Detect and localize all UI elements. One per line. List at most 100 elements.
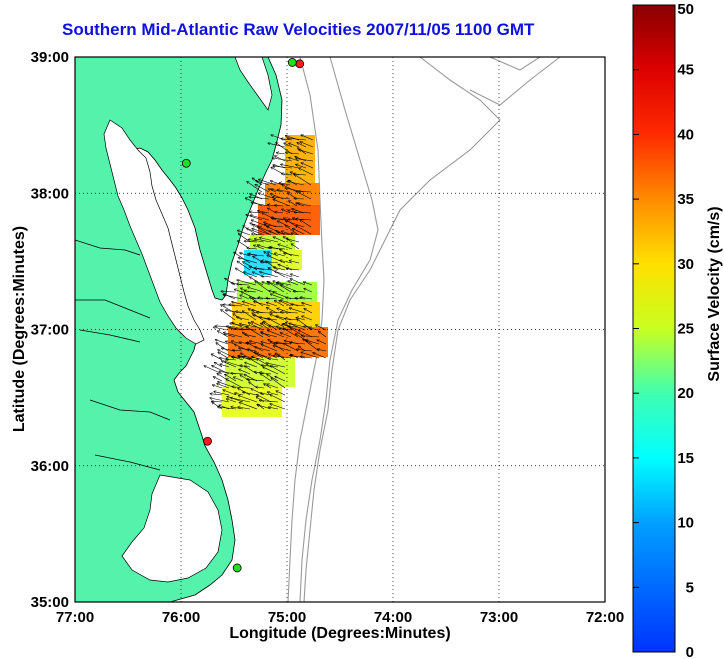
velocity-vector <box>232 387 251 388</box>
velocity-vector <box>296 226 312 235</box>
velocity-vector <box>242 311 257 321</box>
plot-frame <box>74 56 606 603</box>
velocity-vector <box>276 143 293 155</box>
y-tick-label: 37:00 <box>31 322 69 339</box>
velocity-vector <box>261 342 271 345</box>
velocity-vector <box>285 221 305 228</box>
velocity-vector <box>255 347 271 352</box>
velocity-vector <box>286 239 300 243</box>
velocity-vector <box>270 395 286 403</box>
velocity-vector <box>219 405 230 410</box>
velocity-vector <box>277 190 291 193</box>
velocity-vector <box>296 318 306 321</box>
velocity-vector <box>281 139 293 140</box>
velocity-vector <box>300 357 313 358</box>
velocity-vector <box>317 349 327 352</box>
velocity-vector <box>291 233 300 236</box>
velocity-vector <box>303 339 320 352</box>
velocity-vector <box>309 328 320 331</box>
velocity-vector <box>257 395 272 403</box>
grid-lines <box>75 57 605 602</box>
velocity-vector <box>267 281 285 293</box>
velocity-vector <box>240 295 250 300</box>
velocity-vector <box>221 310 236 321</box>
velocity-vector <box>272 218 291 221</box>
velocity-vector <box>304 288 313 293</box>
velocity-vector <box>226 310 243 314</box>
velocity-vector <box>231 398 251 403</box>
velocity-vector <box>246 215 263 221</box>
delaware-bay <box>234 57 273 111</box>
velocity-vector <box>235 344 250 352</box>
velocity-vector <box>277 153 286 154</box>
map-title: Southern Mid-Atlantic Raw Velocities 200… <box>62 20 535 39</box>
velocity-vector <box>232 357 244 361</box>
velocity-vector <box>263 367 279 375</box>
velocity-vector <box>275 271 293 278</box>
velocity-vector <box>251 322 264 328</box>
velocity-vector <box>238 395 258 403</box>
velocity-vector <box>237 280 257 286</box>
velocity-vector <box>257 312 271 313</box>
velocity-vector <box>289 308 306 314</box>
river-1 <box>75 239 171 471</box>
velocity-vector <box>232 302 250 307</box>
velocity-vector <box>213 327 229 331</box>
velocity-vector <box>281 312 299 313</box>
velocity-vector <box>298 330 313 338</box>
velocity-vector <box>254 239 272 243</box>
x-tick-label: 77:00 <box>56 609 94 626</box>
velocity-vector <box>238 356 258 361</box>
velocity-vector <box>252 229 272 236</box>
x-tick-label: 75:00 <box>268 609 306 626</box>
colorbar-tick-label: 20 <box>677 385 694 402</box>
velocity-vector <box>266 298 278 299</box>
velocity-vector <box>296 349 313 352</box>
velocity-vector <box>237 261 251 271</box>
velocity-vector <box>316 325 327 331</box>
velocity-vector <box>294 198 305 199</box>
velocity-vector <box>313 353 327 359</box>
velocity-vector <box>259 179 277 186</box>
velocity-vector <box>273 197 291 200</box>
colorbar-tick-label: 45 <box>677 62 694 79</box>
velocity-vector <box>262 282 271 286</box>
velocity-vector <box>293 291 306 292</box>
velocity-vector <box>306 340 320 345</box>
velocity-vector <box>273 166 293 169</box>
velocity-vector <box>296 159 314 162</box>
velocity-vector <box>247 228 263 235</box>
velocity-vector <box>275 376 286 382</box>
velocity-vector <box>299 191 312 192</box>
velocity-vector <box>285 225 298 235</box>
velocity-vector <box>247 248 258 249</box>
velocity-vector <box>279 183 291 186</box>
colorbar-tick-label: 25 <box>677 321 694 338</box>
velocity-vector <box>300 220 312 228</box>
y-tick-label: 39:00 <box>31 49 69 66</box>
colorbar-tick-label: 5 <box>686 579 694 596</box>
velocity-vector <box>284 253 300 257</box>
velocity-vector <box>267 384 279 389</box>
velocity-vector <box>296 192 312 200</box>
velocity-vector <box>226 379 244 389</box>
velocity-vector <box>235 393 244 396</box>
radar-station-marker <box>203 436 212 446</box>
colorbar-tick-label: 10 <box>677 515 694 532</box>
velocity-vector <box>239 369 251 375</box>
velocity-vector <box>248 323 264 331</box>
y-tick-label: 35:00 <box>31 594 69 611</box>
velocity-vector <box>239 402 258 410</box>
velocity-vector <box>245 334 257 338</box>
velocity-vector <box>267 302 278 307</box>
velocity-vector <box>244 272 258 278</box>
velocity-vector <box>269 326 278 327</box>
velocity-vector <box>294 174 312 186</box>
colorbar-tick-labels: 0 5 10 15 20 25 30 35 40 45 50 <box>633 1 694 659</box>
velocity-vector <box>237 284 250 285</box>
velocity-vector <box>288 326 299 327</box>
velocity-vector <box>237 230 251 236</box>
velocity-vector <box>291 244 300 250</box>
velocity-vector <box>237 317 250 321</box>
velocity-vector <box>261 261 279 264</box>
